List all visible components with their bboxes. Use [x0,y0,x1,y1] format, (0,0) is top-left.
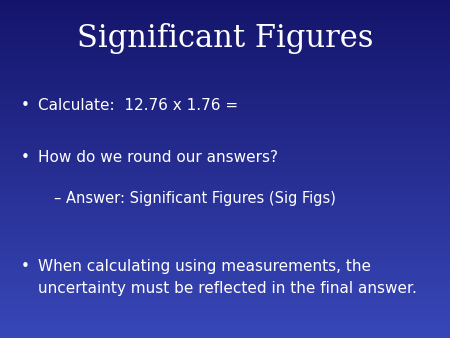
Text: •: • [20,98,29,113]
Text: When calculating using measurements, the
uncertainty must be reflected in the fi: When calculating using measurements, the… [38,259,417,296]
Text: Calculate:  12.76 x 1.76 =: Calculate: 12.76 x 1.76 = [38,98,238,113]
Text: •: • [20,150,29,165]
Text: •: • [20,259,29,273]
Text: Significant Figures: Significant Figures [77,23,373,54]
Text: How do we round our answers?: How do we round our answers? [38,150,278,165]
Text: – Answer: Significant Figures (Sig Figs): – Answer: Significant Figures (Sig Figs) [54,191,336,206]
